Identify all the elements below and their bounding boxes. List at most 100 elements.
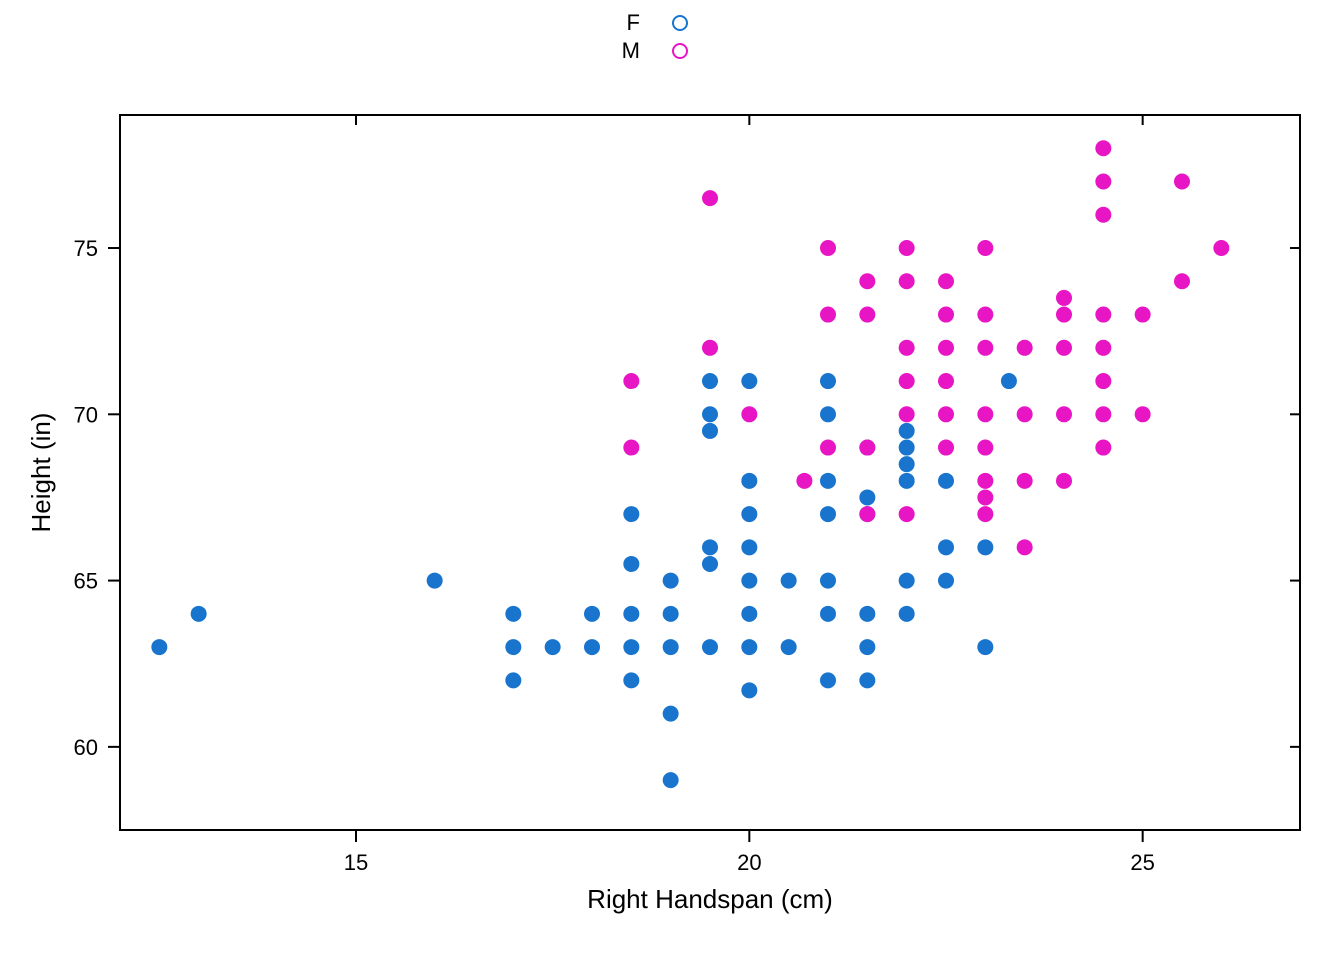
data-point xyxy=(899,423,915,439)
data-point xyxy=(820,573,836,589)
data-point xyxy=(938,373,954,389)
data-point xyxy=(663,606,679,622)
data-point xyxy=(741,506,757,522)
data-point xyxy=(938,440,954,456)
data-point xyxy=(1056,473,1072,489)
data-point xyxy=(781,573,797,589)
data-point xyxy=(545,639,561,655)
data-point xyxy=(1001,373,1017,389)
data-point xyxy=(741,606,757,622)
data-point xyxy=(1095,140,1111,156)
y-tick-label: 75 xyxy=(74,236,98,261)
data-point xyxy=(1213,240,1229,256)
data-point xyxy=(820,473,836,489)
data-point xyxy=(1095,307,1111,323)
data-point xyxy=(977,489,993,505)
data-point xyxy=(938,406,954,422)
data-point xyxy=(820,672,836,688)
data-point xyxy=(623,672,639,688)
data-point xyxy=(741,682,757,698)
data-point xyxy=(1135,406,1151,422)
data-point xyxy=(820,440,836,456)
legend-label: M xyxy=(622,38,640,63)
data-point xyxy=(859,506,875,522)
data-point xyxy=(505,639,521,655)
data-point xyxy=(977,506,993,522)
data-point xyxy=(623,373,639,389)
data-point xyxy=(820,240,836,256)
data-point xyxy=(859,307,875,323)
data-point xyxy=(859,672,875,688)
data-point xyxy=(702,639,718,655)
data-point xyxy=(663,706,679,722)
data-point xyxy=(741,473,757,489)
data-point xyxy=(899,273,915,289)
data-point xyxy=(1017,406,1033,422)
data-point xyxy=(191,606,207,622)
data-point xyxy=(505,606,521,622)
data-point xyxy=(1056,290,1072,306)
data-point xyxy=(859,440,875,456)
data-point xyxy=(899,406,915,422)
data-point xyxy=(1095,406,1111,422)
data-point xyxy=(977,240,993,256)
y-tick-label: 70 xyxy=(74,402,98,427)
data-point xyxy=(820,506,836,522)
data-point xyxy=(702,373,718,389)
data-point xyxy=(977,340,993,356)
data-point xyxy=(663,639,679,655)
data-point xyxy=(1056,406,1072,422)
data-point xyxy=(977,406,993,422)
data-point xyxy=(151,639,167,655)
data-point xyxy=(702,556,718,572)
data-point xyxy=(820,373,836,389)
data-point xyxy=(899,456,915,472)
data-point xyxy=(1056,340,1072,356)
data-point xyxy=(899,240,915,256)
data-point xyxy=(820,307,836,323)
data-point xyxy=(820,606,836,622)
data-point xyxy=(505,672,521,688)
x-axis-label: Right Handspan (cm) xyxy=(587,884,833,914)
data-point xyxy=(977,307,993,323)
data-point xyxy=(741,539,757,555)
data-point xyxy=(663,573,679,589)
data-point xyxy=(938,473,954,489)
data-point xyxy=(1174,174,1190,190)
scatter-chart: 15202560657075Right Handspan (cm)Height … xyxy=(0,0,1344,960)
data-point xyxy=(584,639,600,655)
data-point xyxy=(796,473,812,489)
data-point xyxy=(702,406,718,422)
data-point xyxy=(938,307,954,323)
data-point xyxy=(1017,340,1033,356)
data-point xyxy=(977,473,993,489)
data-point xyxy=(899,473,915,489)
data-point xyxy=(899,373,915,389)
data-point xyxy=(1095,174,1111,190)
x-tick-label: 25 xyxy=(1130,850,1154,875)
data-point xyxy=(1095,207,1111,223)
data-point xyxy=(663,772,679,788)
data-point xyxy=(702,423,718,439)
data-point xyxy=(899,506,915,522)
data-point xyxy=(623,440,639,456)
data-point xyxy=(623,639,639,655)
data-point xyxy=(977,440,993,456)
data-point xyxy=(741,373,757,389)
data-point xyxy=(1017,473,1033,489)
data-point xyxy=(1095,340,1111,356)
data-point xyxy=(1135,307,1151,323)
data-point xyxy=(781,639,797,655)
data-point xyxy=(623,556,639,572)
data-point xyxy=(1017,539,1033,555)
data-point xyxy=(1056,307,1072,323)
data-point xyxy=(977,539,993,555)
data-point xyxy=(899,440,915,456)
data-point xyxy=(427,573,443,589)
data-point xyxy=(859,639,875,655)
data-point xyxy=(702,340,718,356)
legend-label: F xyxy=(627,10,640,35)
x-tick-label: 20 xyxy=(737,850,761,875)
data-point xyxy=(623,506,639,522)
data-point xyxy=(1095,440,1111,456)
